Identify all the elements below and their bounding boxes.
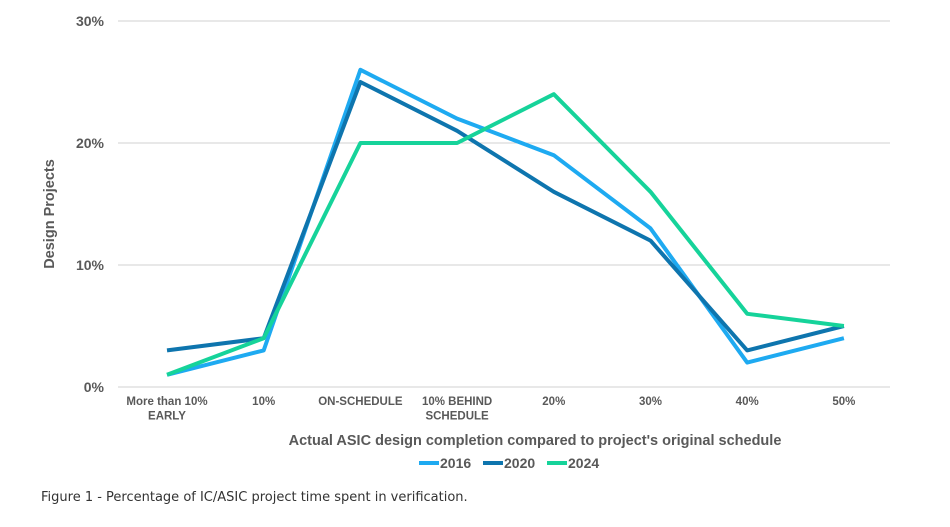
legend-label-2020: 2020 <box>504 455 535 471</box>
y-tick-label: 0% <box>84 379 105 395</box>
x-tick-label: More than 10% EARLY <box>126 396 207 423</box>
x-tick-label: ON-SCHEDULE <box>318 396 403 408</box>
data-series <box>166 67 845 377</box>
y-axis-title: Design Projects <box>42 159 58 269</box>
series-line-2020 <box>166 80 845 353</box>
x-tick-label: 30% <box>639 396 662 408</box>
line-chart: 0% 10% 20% 30% More than 10% EARLY 10% ON-SCHE… <box>42 13 890 471</box>
y-tick-label: 20% <box>76 135 105 151</box>
legend-label-2024: 2024 <box>568 455 599 471</box>
x-tick-labels: More than 10% EARLY 10% ON-SCHEDULE 10% BEHI… <box>126 396 855 423</box>
y-tick-label: 30% <box>76 13 105 29</box>
series-line-2024 <box>166 92 845 377</box>
y-tick-label: 10% <box>76 257 105 273</box>
y-tick-labels: 0% 10% 20% 30% <box>76 13 105 395</box>
x-tick-label: 10% <box>252 396 275 408</box>
gridlines <box>118 20 890 388</box>
figure-caption: Figure 1 - Percentage of IC/ASIC project… <box>41 490 468 505</box>
x-tick-label: 40% <box>736 396 759 408</box>
x-tick-label: 50% <box>832 396 855 408</box>
x-tick-label: 20% <box>542 396 565 408</box>
x-axis-title: Actual ASIC design completion compared t… <box>289 433 782 449</box>
legend: 2016 2020 2024 <box>419 455 599 471</box>
x-tick-label: 10% BEHIND SCHEDULE <box>422 396 492 423</box>
legend-label-2016: 2016 <box>440 455 471 471</box>
